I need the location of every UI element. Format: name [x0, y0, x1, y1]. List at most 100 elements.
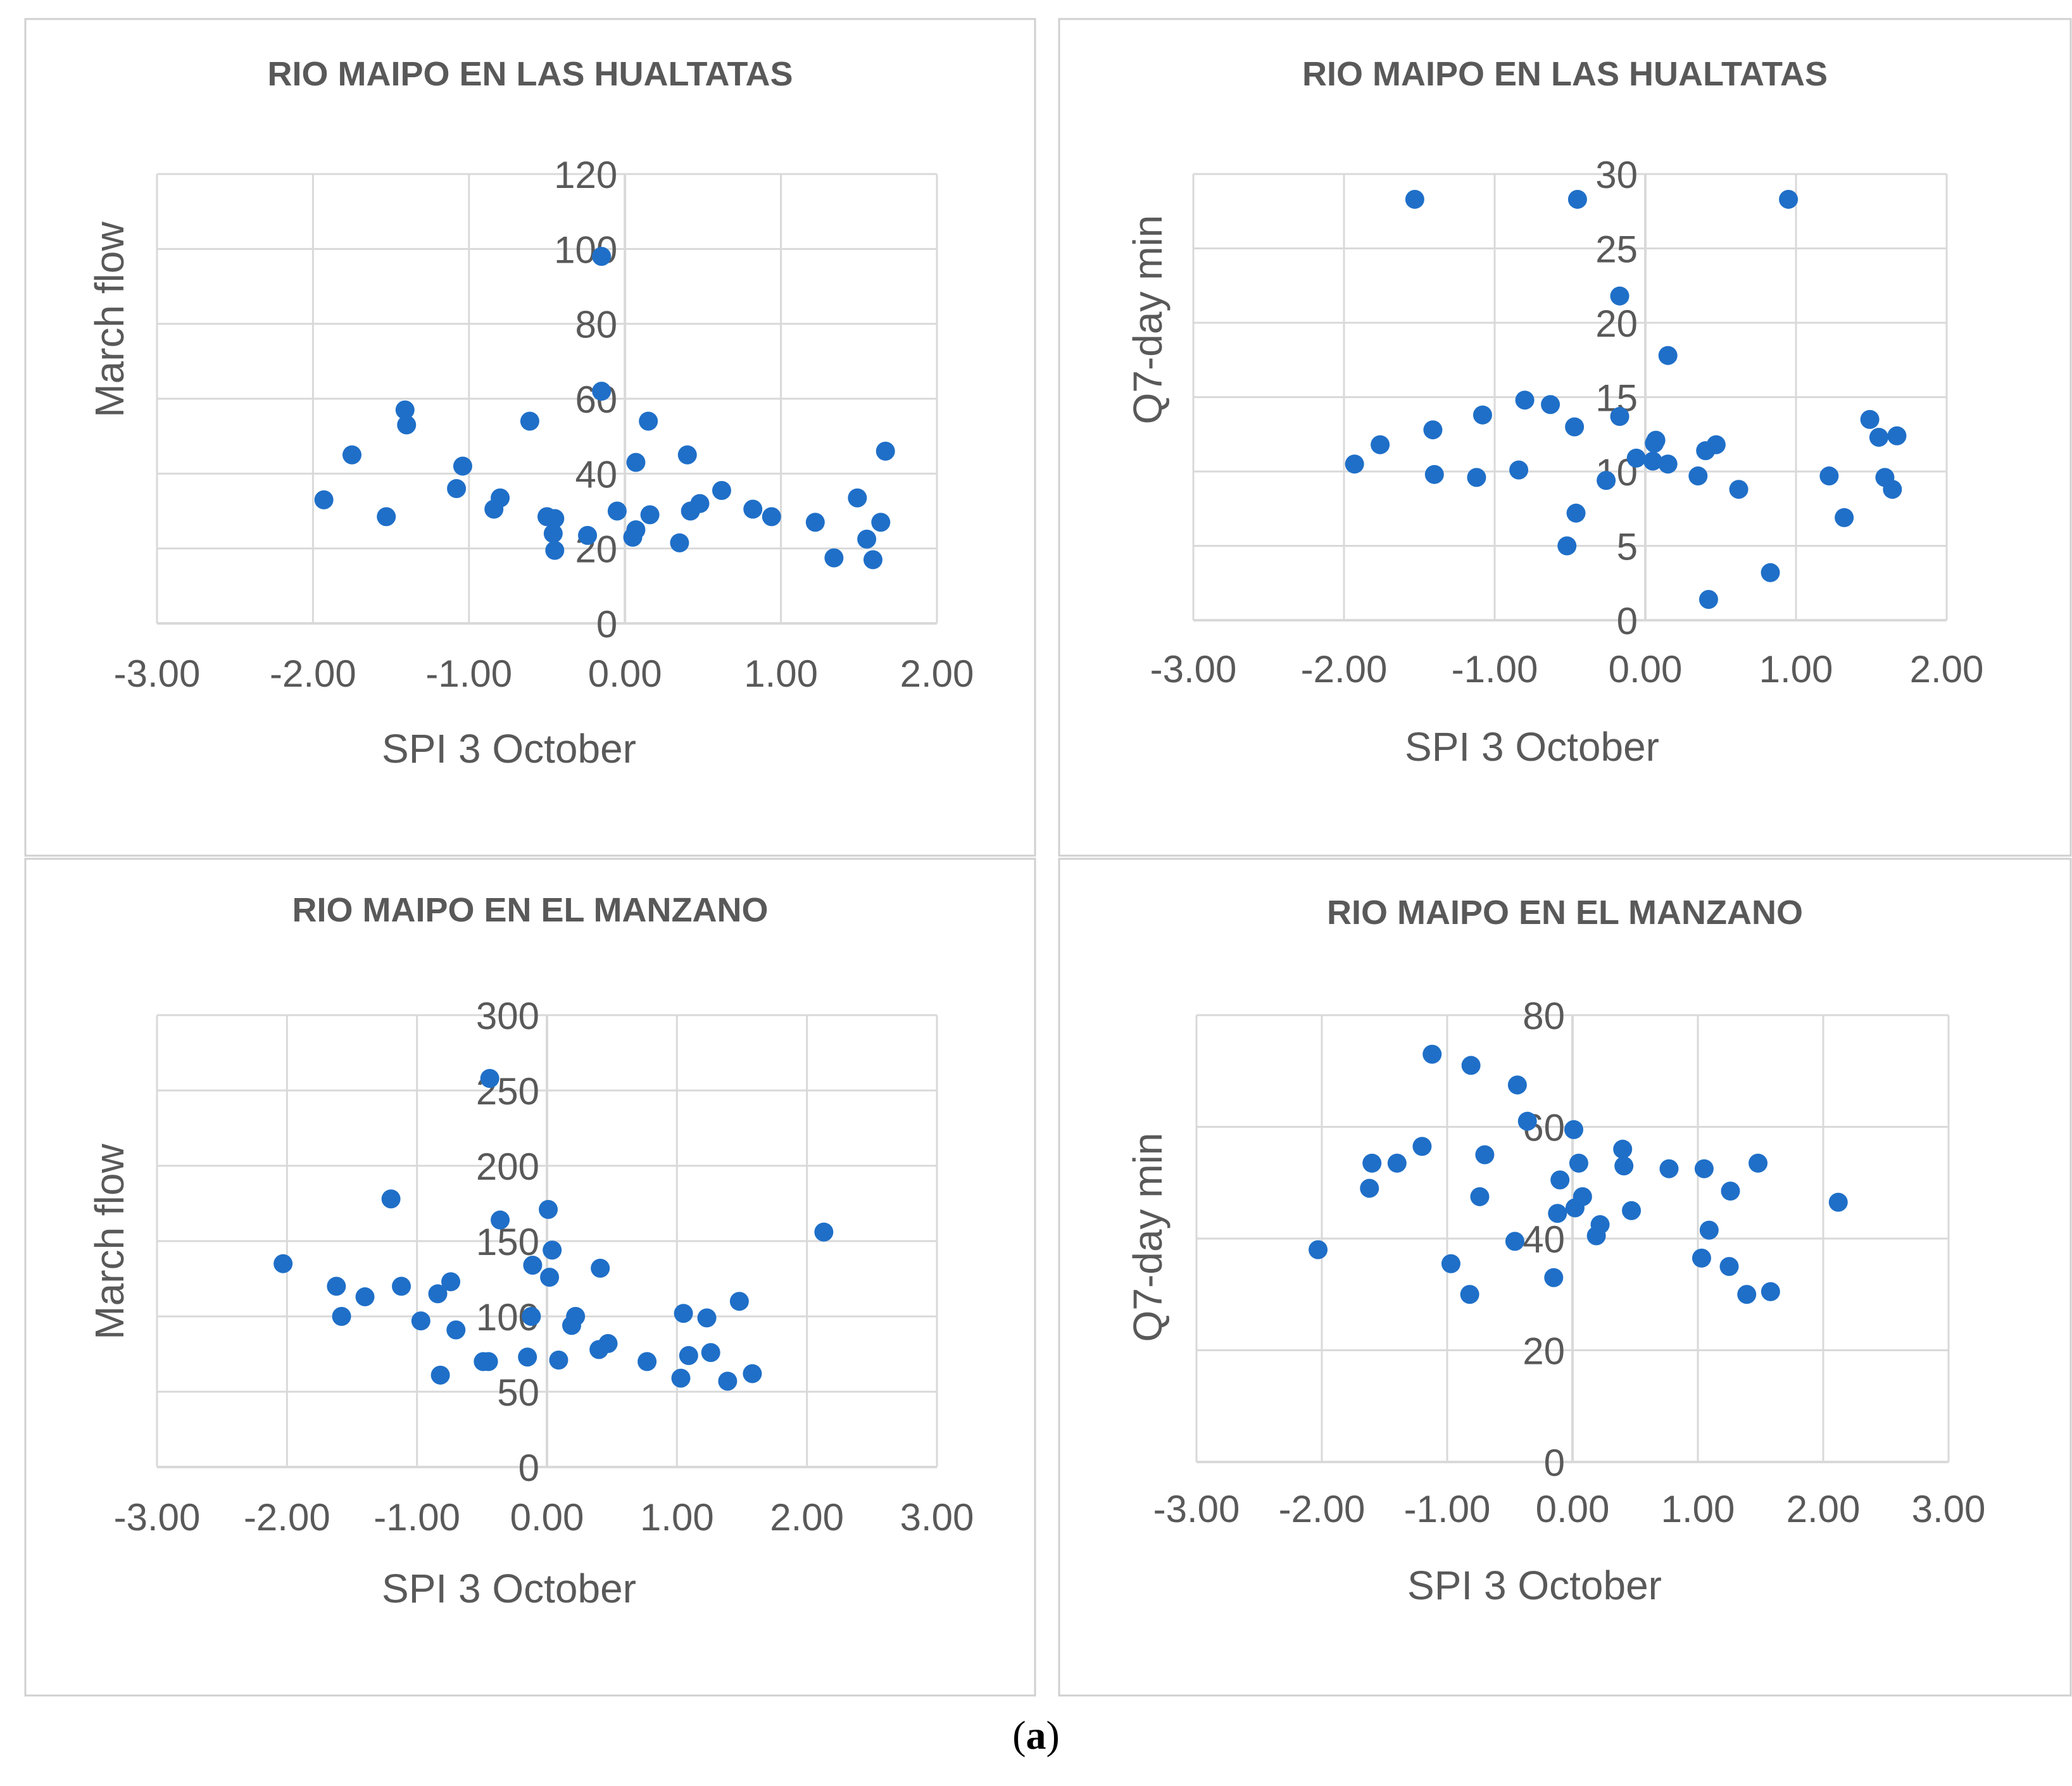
y-tick-label: 20 [1595, 303, 1638, 345]
y-axis-label: Q7-day min [1125, 1133, 1171, 1342]
data-point [1737, 1285, 1757, 1304]
data-point [1423, 420, 1443, 440]
data-point [1719, 1257, 1739, 1277]
data-point [814, 1222, 834, 1242]
data-point [397, 415, 417, 435]
data-point [637, 1352, 657, 1371]
data-point [1645, 434, 1664, 453]
data-point [1659, 1159, 1679, 1178]
data-point [1460, 1285, 1479, 1304]
data-point [1566, 503, 1586, 523]
data-point [1507, 1075, 1527, 1095]
x-tick-label: 3.00 [1912, 1488, 1986, 1530]
x-tick-label: -3.00 [114, 1496, 201, 1539]
data-point [1567, 189, 1587, 209]
x-tick-label: 1.00 [1759, 648, 1833, 690]
data-point [1412, 1137, 1432, 1156]
y-tick-label: 25 [1595, 228, 1638, 271]
data-point [743, 1364, 762, 1383]
data-point [446, 1320, 466, 1340]
data-point [1345, 454, 1364, 474]
data-point [520, 411, 539, 431]
x-tick-label: 0.00 [1536, 1488, 1610, 1530]
data-point [1869, 427, 1888, 447]
data-point [690, 494, 710, 513]
x-tick-label: -2.00 [1301, 648, 1388, 690]
data-point [1309, 1240, 1328, 1259]
data-point [1688, 466, 1708, 486]
chart-border [1058, 858, 2072, 1697]
data-point [522, 1307, 541, 1326]
data-point [1692, 1248, 1711, 1268]
data-point [863, 550, 882, 570]
data-point [1749, 1153, 1768, 1173]
data-point [1548, 1204, 1567, 1223]
data-point [857, 529, 877, 549]
data-point [1541, 395, 1560, 415]
data-point [1557, 536, 1577, 556]
data-point [381, 1189, 401, 1209]
data-point [1362, 1153, 1382, 1173]
data-point [395, 400, 415, 420]
y-tick-label: 40 [1523, 1218, 1565, 1261]
x-tick-label: -2.00 [1279, 1488, 1366, 1530]
x-tick-label: -1.00 [374, 1496, 460, 1539]
data-point [491, 488, 510, 508]
data-point [1729, 480, 1749, 499]
data-point [805, 513, 825, 532]
y-axis-label: March flow [87, 222, 132, 418]
data-point [1698, 590, 1718, 609]
x-tick-label: -2.00 [244, 1496, 330, 1539]
y-axis-label: March flow [87, 1144, 132, 1340]
data-point [701, 1343, 720, 1363]
data-point [1614, 1156, 1634, 1176]
data-point [1622, 1201, 1642, 1220]
data-point [1610, 286, 1629, 306]
x-axis-label: SPI 3 October [382, 726, 636, 771]
data-point [677, 445, 697, 465]
data-point [1550, 1170, 1570, 1190]
data-point [1470, 1187, 1490, 1206]
data-point [539, 1200, 558, 1220]
data-point [671, 1368, 691, 1388]
data-point [545, 540, 565, 560]
data-point [411, 1311, 430, 1331]
y-tick-label: 80 [1523, 995, 1565, 1037]
x-tick-label: -1.00 [425, 653, 512, 695]
data-point [545, 509, 565, 528]
data-point [1422, 1044, 1442, 1064]
data-point [640, 505, 660, 525]
data-point [871, 513, 891, 532]
x-axis-label: SPI 3 October [382, 1566, 636, 1611]
data-point [1405, 189, 1424, 209]
data-point [540, 1268, 560, 1287]
data-point [1761, 563, 1780, 582]
data-point [848, 488, 867, 508]
data-point [592, 382, 612, 401]
data-point [453, 456, 472, 476]
x-tick-label: 0.00 [1609, 648, 1683, 690]
data-point [674, 1304, 693, 1323]
data-point [1472, 405, 1492, 425]
chart-title: RIO MAIPO EN EL MANZANO [292, 891, 768, 929]
data-point [1360, 1178, 1379, 1198]
x-axis-label: SPI 3 October [1405, 724, 1659, 770]
data-point [491, 1210, 510, 1230]
x-tick-label: 2.00 [770, 1496, 844, 1539]
figure-caption: (a) [1012, 1713, 1060, 1758]
data-point [1565, 417, 1585, 437]
data-point [1517, 1111, 1537, 1131]
chart-border [24, 18, 1036, 857]
data-point [1819, 466, 1839, 486]
data-point [1613, 1139, 1633, 1159]
data-point [342, 445, 361, 465]
x-tick-label: 1.00 [1661, 1488, 1735, 1530]
data-point [591, 1258, 610, 1278]
data-point [327, 1277, 346, 1296]
x-tick-label: -3.00 [1153, 1488, 1240, 1530]
data-point [670, 533, 689, 553]
data-point [639, 411, 658, 431]
x-tick-label: 2.00 [1786, 1488, 1861, 1530]
